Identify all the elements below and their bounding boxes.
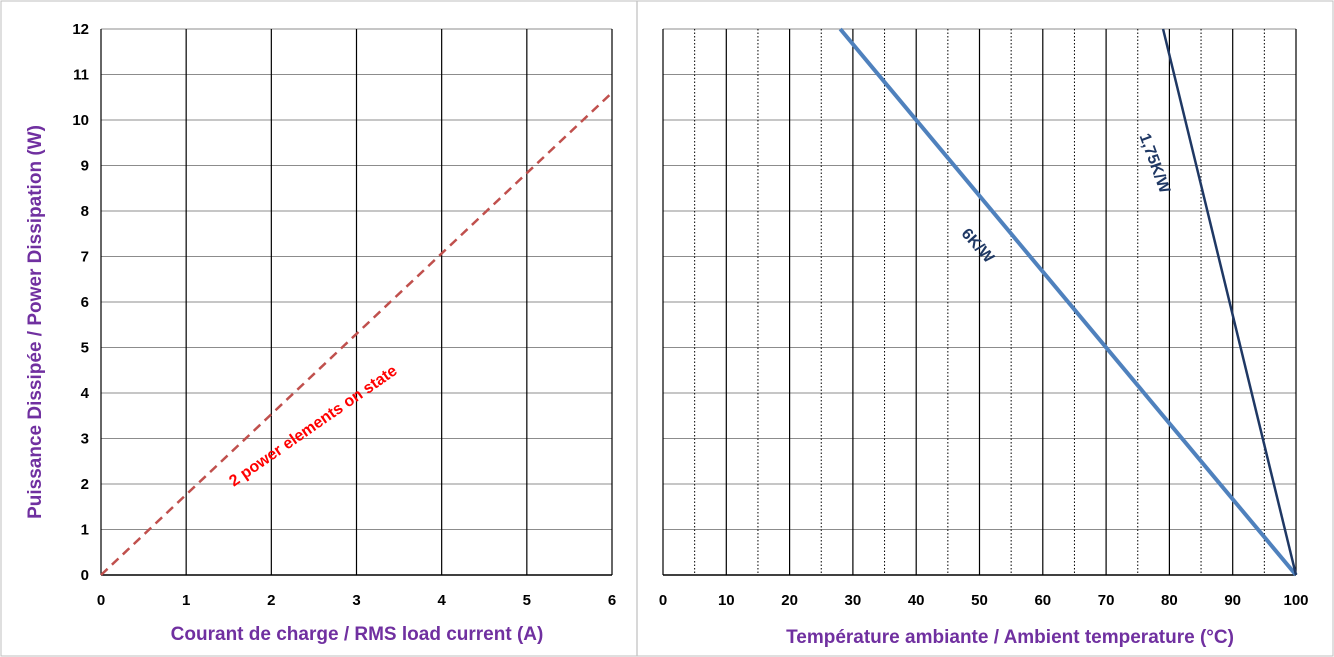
left-y-tick-label: 3 [81,431,89,448]
left-y-tick-label: 9 [81,158,89,175]
left-y-tick-label: 11 [73,67,89,84]
right-x-tick-label: 70 [1098,592,1115,609]
annotation-6kw: 6K/W [958,225,998,267]
left-y-tick-label: 8 [81,203,89,220]
left-y-tick-label: 6 [81,294,89,311]
left-y-tick-label: 7 [81,249,89,266]
right-tick-labels: 0 10 20 30 40 50 60 70 80 90 100 [659,592,1309,609]
left-x-tick-label: 1 [182,592,190,609]
left-grid [100,28,613,576]
right-x-tick-label: 60 [1034,592,1051,609]
right-x-tick-label: 50 [971,592,988,609]
left-x-tick-label: 3 [352,592,360,609]
left-x-tick-label: 4 [437,592,446,609]
left-y-axis-title: Puissance Dissipée / Power Dissipation (… [25,125,46,519]
left-x-tick-label: 5 [523,592,531,609]
right-x-tick-label: 10 [718,592,735,609]
left-y-tick-label: 12 [72,21,89,38]
left-y-tick-label: 4 [81,385,90,402]
right-x-axis-title: Température ambiante / Ambient temperatu… [786,627,1234,648]
series-line-2-power-elements [100,91,613,576]
left-y-tick-label: 1 [81,522,89,539]
right-x-tick-label: 100 [1283,592,1308,609]
right-x-tick-label: 20 [781,592,798,609]
series-line-1-75kw [1161,28,1298,576]
left-x-tick-label: 2 [267,592,275,609]
left-y-tick-label: 10 [72,112,89,129]
left-series [100,91,613,576]
right-series [838,27,1298,577]
left-x-tick-label: 0 [97,592,105,609]
right-x-tick-label: 30 [845,592,862,609]
left-x-axis-title: Courant de charge / RMS load current (A) [171,624,544,645]
right-grid [662,28,1297,576]
annotation-2-power-elements: 2 power elements on state [226,362,400,490]
series-line-6kw [838,27,1298,577]
left-x-tick-label: 6 [608,592,616,609]
right-x-tick-label: 40 [908,592,925,609]
left-y-tick-label: 2 [81,476,89,493]
left-y-tick-label: 5 [81,340,89,357]
right-x-tick-label: 90 [1224,592,1241,609]
annotation-1-75kw: 1,75K/W [1136,131,1174,196]
left-y-tick-label: 0 [81,567,89,584]
right-x-tick-label: 0 [659,592,667,609]
right-x-tick-label: 80 [1161,592,1178,609]
